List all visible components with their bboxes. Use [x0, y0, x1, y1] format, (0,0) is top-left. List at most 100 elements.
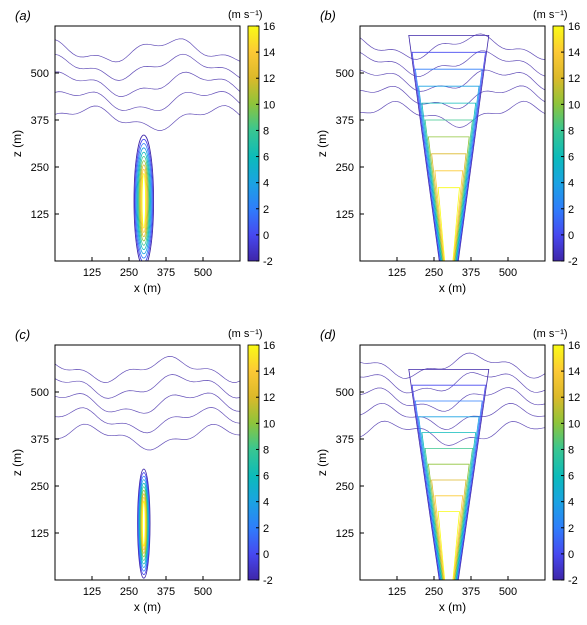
contour-line: [360, 33, 545, 60]
y-tick-label: 125: [336, 528, 354, 540]
colorbar-tick-label: 2: [263, 523, 269, 535]
contour-line: [360, 352, 545, 379]
contour-lines: [55, 38, 240, 261]
panel-label: (d): [320, 327, 336, 342]
y-tick-label: 125: [336, 209, 354, 221]
contour-lines: [360, 352, 545, 580]
colorbar-tick-label: 6: [568, 471, 574, 483]
contour-line: [138, 155, 150, 246]
contour-line: [134, 138, 154, 261]
x-tick-label: 125: [83, 586, 101, 598]
contour-line: [411, 384, 486, 580]
panel-c: (c) 125 250 375 500 125 250 375 500 x (m) z (m) -2 0…: [10, 327, 275, 614]
contour-line: [137, 151, 151, 250]
colorbar-unit-label: (m s⁻¹): [533, 9, 568, 21]
colorbar-tick-label: 4: [263, 178, 269, 190]
colorbar-tick-label: 12: [568, 73, 580, 85]
contour-line: [360, 69, 545, 92]
panel-a: (a) 125 250 375 500 125 250 375 500 x (m) z (m) -2 0…: [10, 8, 275, 295]
x-tick-label: 250: [120, 586, 138, 598]
colorbar-tick-label: 14: [568, 47, 580, 59]
colorbar-tick-label: 14: [568, 366, 580, 378]
x-tick-label: 250: [120, 267, 138, 279]
contour-line: [141, 496, 147, 551]
x-tick-label: 375: [462, 586, 480, 598]
contour-line: [434, 495, 464, 580]
colorbar-tick-label: -2: [263, 256, 273, 268]
x-tick-label: 375: [157, 267, 175, 279]
y-tick-label: 375: [31, 434, 49, 446]
contour-line: [414, 68, 483, 261]
axes-frame: [54, 344, 241, 581]
x-tick-label: 375: [157, 586, 175, 598]
contour-line: [421, 102, 477, 261]
x-axis-label: x (m): [134, 600, 161, 614]
colorbar-tick-label: 0: [568, 230, 574, 242]
colorbar-tick-label: 6: [568, 152, 574, 164]
colorbar-tick-label: 10: [568, 99, 580, 111]
x-axis-label: x (m): [134, 281, 161, 295]
contour-line: [360, 372, 545, 394]
colorbar-unit-label: (m s⁻¹): [228, 328, 263, 340]
contour-line: [140, 489, 148, 558]
colorbar: [552, 25, 565, 262]
colorbar-tick-label: 8: [263, 125, 269, 137]
y-axis-label: z (m): [315, 130, 329, 157]
colorbar: [247, 344, 260, 581]
colorbar-tick-label: 6: [263, 471, 269, 483]
axes-frame: [54, 25, 241, 262]
x-tick-label: 125: [388, 267, 406, 279]
x-axis-label: x (m): [439, 281, 466, 295]
contour-line: [360, 402, 545, 430]
colorbar-tick-label: 14: [263, 47, 275, 59]
contour-line: [408, 369, 490, 580]
y-tick-label: 125: [31, 528, 49, 540]
contour-lines: [360, 33, 545, 261]
y-tick-label: 375: [336, 115, 354, 127]
y-axis-label: z (m): [10, 130, 24, 157]
colorbar-tick-label: 16: [263, 21, 275, 33]
y-axis-label: z (m): [10, 449, 24, 476]
contour-line: [141, 173, 147, 229]
contour-line: [139, 486, 148, 561]
contour-line: [138, 479, 149, 568]
contour-line: [138, 160, 149, 242]
contour-line: [55, 392, 240, 414]
contour-lines: [55, 356, 240, 579]
contour-line: [55, 91, 240, 112]
y-tick-label: 375: [31, 115, 49, 127]
colorbar-tick-label: 2: [263, 204, 269, 216]
contour-line: [135, 143, 153, 259]
y-tick-label: 500: [336, 68, 354, 80]
panel-label: (c): [15, 327, 30, 342]
contour-line: [55, 71, 240, 97]
contour-line: [421, 432, 477, 580]
contour-line: [360, 420, 545, 446]
y-tick-label: 500: [31, 68, 49, 80]
contour-line: [360, 100, 545, 128]
contour-line: [437, 511, 460, 580]
contour-line: [360, 50, 545, 77]
x-tick-label: 125: [83, 267, 101, 279]
contour-line: [55, 407, 240, 434]
colorbar-tick-label: 6: [263, 152, 269, 164]
y-tick-label: 375: [336, 434, 354, 446]
contour-line: [133, 134, 155, 261]
colorbar-tick-label: 16: [263, 340, 275, 352]
contour-line: [137, 468, 151, 579]
colorbar-tick-label: 0: [263, 549, 269, 561]
contour-line: [431, 479, 467, 580]
panel-b: (b) 125 250 375 500 125 250 375 500 x (m) z (m) -2 0…: [315, 8, 580, 295]
contour-line: [360, 85, 545, 110]
x-tick-label: 250: [425, 267, 443, 279]
y-tick-label: 125: [31, 209, 49, 221]
colorbar-tick-label: 8: [568, 444, 574, 456]
contour-line: [411, 51, 486, 261]
colorbar-tick-label: 16: [568, 340, 580, 352]
axes-frame: [359, 344, 546, 581]
colorbar-tick-label: 2: [568, 204, 574, 216]
colorbar-tick-label: 12: [263, 73, 275, 85]
colorbar: [247, 25, 260, 262]
x-tick-label: 375: [462, 267, 480, 279]
x-tick-label: 500: [499, 586, 517, 598]
